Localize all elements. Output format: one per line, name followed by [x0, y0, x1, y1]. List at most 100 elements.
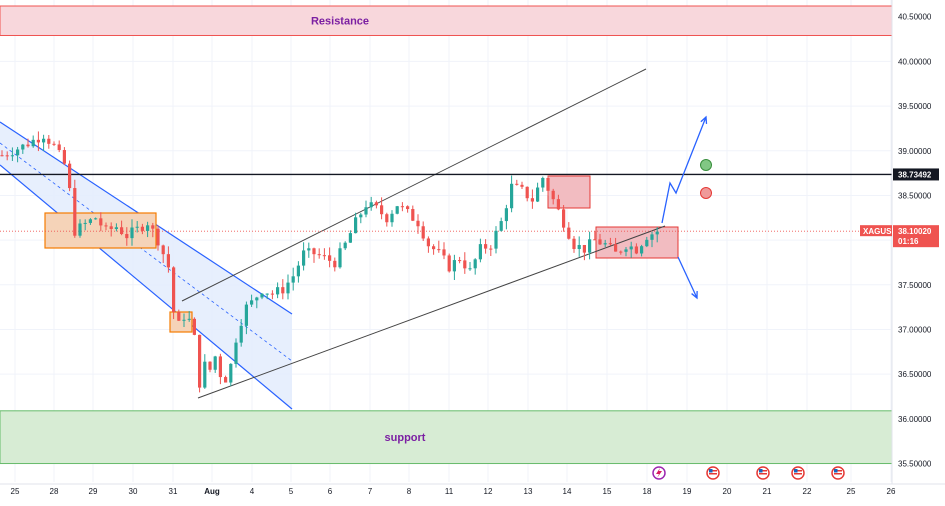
price-tick-label: 37.00000: [898, 325, 932, 334]
candle-body: [364, 207, 368, 215]
candle-body: [5, 155, 9, 157]
candle-body: [406, 206, 410, 210]
candle-body: [562, 209, 566, 228]
time-tick-label: 26: [887, 487, 896, 496]
time-axis[interactable]: 25 28 29 30 31 Aug 4 5 6 7 8 11 12 13 14 15 18 19 20 21 22 25…: [0, 483, 945, 506]
candle-body: [411, 209, 415, 221]
time-tick-label: 20: [723, 487, 732, 496]
candle-body: [348, 233, 352, 243]
candle-body: [187, 318, 191, 320]
candle-body: [94, 218, 98, 220]
price-tick-label: 37.50000: [898, 281, 932, 290]
candle-body: [151, 225, 155, 229]
price-tick-label: 36.00000: [898, 415, 932, 424]
price-tick-label: 36.50000: [898, 370, 932, 379]
candle-body: [192, 318, 196, 335]
candle-body: [307, 248, 311, 251]
resistance-zone: [0, 5, 893, 36]
flag-canton: [759, 469, 763, 473]
candle-body: [458, 260, 462, 262]
candle-body: [296, 265, 300, 277]
candle-body: [229, 363, 233, 383]
drawings-front: [652, 115, 845, 480]
us-flag-icon: [756, 466, 770, 480]
time-tick-label: 29: [89, 487, 98, 496]
price-tick-label: 40.00000: [898, 57, 932, 66]
candle-body: [42, 138, 46, 143]
candle-body: [203, 361, 207, 388]
candle-body: [328, 255, 332, 261]
time-tick-label: 31: [169, 487, 178, 496]
candle-body: [588, 239, 592, 253]
candle-body: [359, 214, 363, 218]
candle-body: [88, 219, 92, 223]
lightning-icon: [656, 468, 662, 478]
candle-body: [109, 226, 113, 230]
candle-body: [114, 227, 118, 230]
candle-body: [603, 243, 607, 245]
candle-body: [312, 248, 316, 255]
us-flag-icon: [831, 466, 845, 480]
candle-body: [36, 139, 40, 143]
candle-body: [374, 202, 378, 206]
candle-body: [260, 293, 264, 298]
small-consolidation-box: [169, 311, 193, 333]
candle-body: [463, 260, 467, 269]
candle-body: [156, 228, 160, 246]
candle-body: [198, 334, 202, 388]
time-tick-label: 12: [484, 487, 493, 496]
candle-body: [551, 190, 555, 200]
candle-body: [390, 213, 394, 223]
candle-body: [369, 202, 373, 208]
candle-body: [26, 144, 30, 147]
candle-body: [140, 226, 144, 231]
candle-body: [421, 226, 425, 239]
candle-body: [73, 188, 77, 236]
candle-body: [395, 206, 399, 214]
candle-body: [10, 155, 14, 157]
candle-body: [614, 244, 618, 252]
candle-body: [104, 225, 108, 227]
ticker-tag: [860, 225, 892, 237]
candle-body: [47, 138, 51, 144]
candle-body: [161, 245, 165, 255]
candle-body: [515, 183, 519, 185]
candle-body: [416, 220, 420, 227]
time-tick-label: 25: [11, 487, 20, 496]
candle-body: [452, 260, 456, 272]
candle-body: [645, 239, 649, 247]
candle-body: [239, 325, 243, 343]
time-tick-label: 4: [250, 487, 255, 496]
candle-body: [52, 143, 56, 145]
candle-body: [21, 144, 25, 150]
candle-body: [598, 239, 602, 245]
candle-body: [536, 187, 540, 202]
time-tick-label: 15: [603, 487, 612, 496]
flag-stripe: [834, 470, 842, 472]
candle-body: [270, 293, 274, 295]
candle-body: [582, 245, 586, 253]
time-axis-bg: [0, 484, 945, 506]
candle-body: [322, 255, 326, 257]
zones: Resistance support: [0, 5, 893, 465]
candle-body: [624, 249, 628, 252]
candle-body: [489, 248, 493, 250]
time-tick-label: 21: [763, 487, 772, 496]
candle-body: [166, 254, 170, 268]
candle-body: [619, 251, 623, 253]
current-price-tag-text: 38.10020: [898, 227, 932, 236]
candle-body: [120, 227, 124, 235]
candle-body: [234, 342, 238, 364]
candle-body: [494, 230, 498, 249]
bullish-marker: [700, 159, 712, 171]
lightning-event-icon: [652, 466, 666, 480]
time-tick-label: 8: [407, 487, 412, 496]
support-label: support: [385, 432, 426, 444]
price-axis[interactable]: 40.50000 40.00000 39.50000 39.00000 38.50000…: [891, 0, 945, 506]
flag-stripe: [709, 470, 717, 472]
candle-body: [525, 186, 529, 199]
bearish-marker: [700, 187, 712, 199]
